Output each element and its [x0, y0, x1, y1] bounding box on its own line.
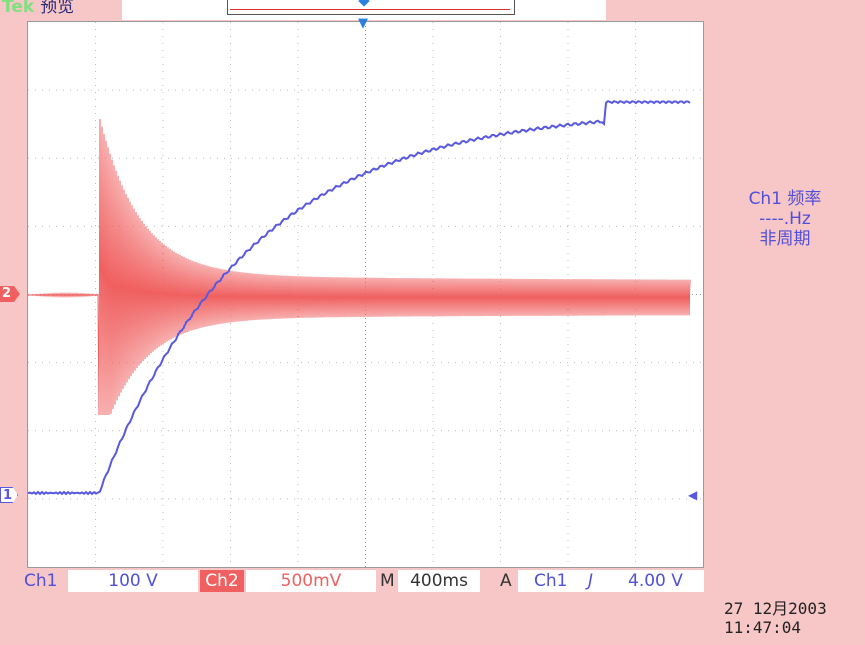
time: 11:47:04 — [724, 618, 802, 637]
rising-edge-icon: 𝘑 — [588, 571, 594, 591]
measurement-panel: Ch1 频率 ----.Hz 非周期 — [710, 189, 860, 249]
top-bar: Tek 预览 — [0, 0, 865, 20]
ch1-ground-marker[interactable]: 1 — [0, 487, 18, 503]
ch1-scale[interactable]: 100 V — [68, 570, 198, 592]
timebase-label: M — [380, 571, 395, 591]
ch1-label: Ch1 — [24, 571, 58, 591]
timebase-value[interactable]: 400ms — [398, 570, 480, 592]
acquisition-mode: 预览 — [40, 0, 75, 17]
waveform-graticule — [28, 22, 703, 567]
datetime: 27 12月2003 11:47:04 — [724, 599, 827, 637]
ch2-waveform — [28, 118, 691, 416]
brand: Tek 预览 — [2, 0, 74, 18]
waveform-display[interactable] — [27, 21, 704, 568]
trigger-source: Ch1 — [534, 571, 568, 591]
ch2-scale[interactable]: 500mV — [246, 570, 376, 592]
measurement-note: 非周期 — [759, 229, 811, 249]
trigger-level-marker-icon[interactable]: ◀ — [688, 488, 698, 502]
trigger-settings[interactable]: Ch1 𝘑 4.00 V — [518, 570, 704, 592]
brand-logo: Tek — [2, 0, 35, 17]
status-bar: Ch1 100 V Ch2 500mV M 400ms A Ch1 𝘑 4.00… — [0, 570, 865, 592]
trigger-time-marker-icon: ▼ — [358, 16, 368, 31]
record-line — [230, 9, 510, 10]
record-window — [227, 0, 515, 15]
date: 27 12月2003 — [724, 599, 827, 618]
measurement-source: Ch1 频率 — [748, 189, 822, 209]
ch2-label: Ch2 — [200, 570, 244, 592]
ch2-ground-marker[interactable]: 2 — [0, 286, 20, 302]
trigger-label: A — [500, 571, 512, 591]
measurement-value: ----.Hz — [759, 209, 811, 229]
ch1-waveform — [28, 100, 691, 496]
record-view-bar — [122, 0, 606, 20]
trigger-level: 4.00 V — [628, 571, 683, 591]
